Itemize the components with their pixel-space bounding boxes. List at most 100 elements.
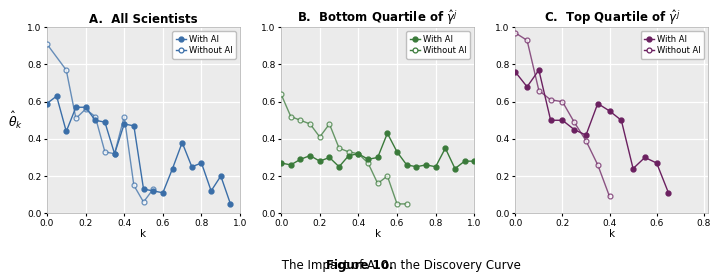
With AI bbox=[217, 174, 225, 178]
With AI bbox=[287, 163, 295, 167]
With AI bbox=[460, 160, 469, 163]
Without AI bbox=[344, 150, 353, 153]
With AI bbox=[207, 189, 215, 192]
With AI bbox=[664, 191, 672, 194]
Legend: With AI, Without AI: With AI, Without AI bbox=[172, 31, 236, 59]
X-axis label: k: k bbox=[374, 229, 381, 239]
Without AI bbox=[593, 163, 602, 167]
With AI bbox=[53, 94, 61, 98]
Without AI bbox=[81, 108, 90, 111]
With AI bbox=[593, 102, 602, 105]
With AI bbox=[344, 154, 353, 157]
Without AI bbox=[139, 200, 148, 204]
Without AI bbox=[149, 187, 158, 191]
With AI bbox=[546, 119, 555, 122]
Text: Figure 10.: Figure 10. bbox=[326, 260, 394, 273]
Without AI bbox=[546, 98, 555, 101]
With AI bbox=[354, 152, 363, 155]
With AI bbox=[374, 156, 382, 159]
With AI bbox=[276, 161, 285, 165]
Legend: With AI, Without AI: With AI, Without AI bbox=[641, 31, 704, 59]
Line: Without AI: Without AI bbox=[279, 92, 409, 206]
With AI bbox=[470, 160, 479, 163]
Without AI bbox=[402, 202, 411, 206]
Without AI bbox=[101, 150, 109, 153]
With AI bbox=[629, 167, 637, 170]
Title: C.  Top Quartile of $\hat{\gamma}^j$: C. Top Quartile of $\hat{\gamma}^j$ bbox=[544, 8, 680, 27]
Y-axis label: $\hat{\theta}_k$: $\hat{\theta}_k$ bbox=[9, 110, 24, 131]
With AI bbox=[197, 161, 206, 165]
Without AI bbox=[523, 39, 531, 42]
Line: Without AI: Without AI bbox=[513, 31, 612, 199]
Legend: With AI, Without AI: With AI, Without AI bbox=[406, 31, 470, 59]
With AI bbox=[110, 152, 119, 155]
With AI bbox=[412, 165, 420, 168]
Without AI bbox=[606, 195, 614, 198]
With AI bbox=[91, 119, 99, 122]
With AI bbox=[149, 189, 158, 192]
With AI bbox=[139, 187, 148, 191]
Without AI bbox=[276, 93, 285, 96]
With AI bbox=[383, 132, 392, 135]
Without AI bbox=[306, 122, 315, 126]
With AI bbox=[534, 68, 543, 72]
With AI bbox=[120, 122, 129, 126]
With AI bbox=[606, 109, 614, 113]
Without AI bbox=[110, 152, 119, 155]
With AI bbox=[641, 156, 649, 159]
With AI bbox=[431, 165, 440, 168]
Without AI bbox=[582, 139, 590, 142]
X-axis label: k: k bbox=[609, 229, 615, 239]
With AI bbox=[168, 167, 177, 170]
Without AI bbox=[91, 115, 99, 118]
With AI bbox=[158, 191, 167, 194]
With AI bbox=[523, 85, 531, 89]
With AI bbox=[335, 165, 343, 168]
With AI bbox=[617, 119, 626, 122]
With AI bbox=[187, 165, 196, 168]
With AI bbox=[402, 163, 411, 167]
Line: With AI: With AI bbox=[279, 131, 477, 171]
Without AI bbox=[374, 182, 382, 185]
Without AI bbox=[120, 115, 129, 118]
With AI bbox=[81, 106, 90, 109]
With AI bbox=[652, 161, 661, 165]
Without AI bbox=[534, 89, 543, 92]
Without AI bbox=[325, 122, 334, 126]
Title: B.  Bottom Quartile of $\hat{\gamma}^j$: B. Bottom Quartile of $\hat{\gamma}^j$ bbox=[297, 8, 458, 27]
With AI bbox=[178, 141, 186, 144]
Line: With AI: With AI bbox=[513, 68, 671, 195]
With AI bbox=[325, 156, 334, 159]
Line: With AI: With AI bbox=[45, 94, 233, 206]
With AI bbox=[101, 120, 109, 124]
With AI bbox=[42, 102, 51, 105]
With AI bbox=[422, 163, 431, 167]
Without AI bbox=[130, 184, 138, 187]
With AI bbox=[71, 106, 80, 109]
With AI bbox=[62, 130, 71, 133]
With AI bbox=[558, 119, 567, 122]
Without AI bbox=[511, 31, 520, 35]
Without AI bbox=[335, 147, 343, 150]
With AI bbox=[511, 70, 520, 74]
With AI bbox=[306, 154, 315, 157]
Without AI bbox=[392, 202, 401, 206]
Without AI bbox=[558, 100, 567, 103]
X-axis label: k: k bbox=[140, 229, 147, 239]
Line: Without AI: Without AI bbox=[45, 42, 156, 205]
Without AI bbox=[354, 152, 363, 155]
Without AI bbox=[315, 135, 324, 139]
Without AI bbox=[42, 42, 51, 46]
Without AI bbox=[62, 68, 71, 72]
Without AI bbox=[71, 117, 80, 120]
Without AI bbox=[364, 161, 372, 165]
With AI bbox=[130, 124, 138, 128]
With AI bbox=[392, 150, 401, 153]
With AI bbox=[582, 133, 590, 137]
With AI bbox=[315, 160, 324, 163]
With AI bbox=[570, 128, 579, 131]
Without AI bbox=[296, 119, 305, 122]
Without AI bbox=[383, 174, 392, 178]
With AI bbox=[364, 158, 372, 161]
Without AI bbox=[570, 120, 579, 124]
